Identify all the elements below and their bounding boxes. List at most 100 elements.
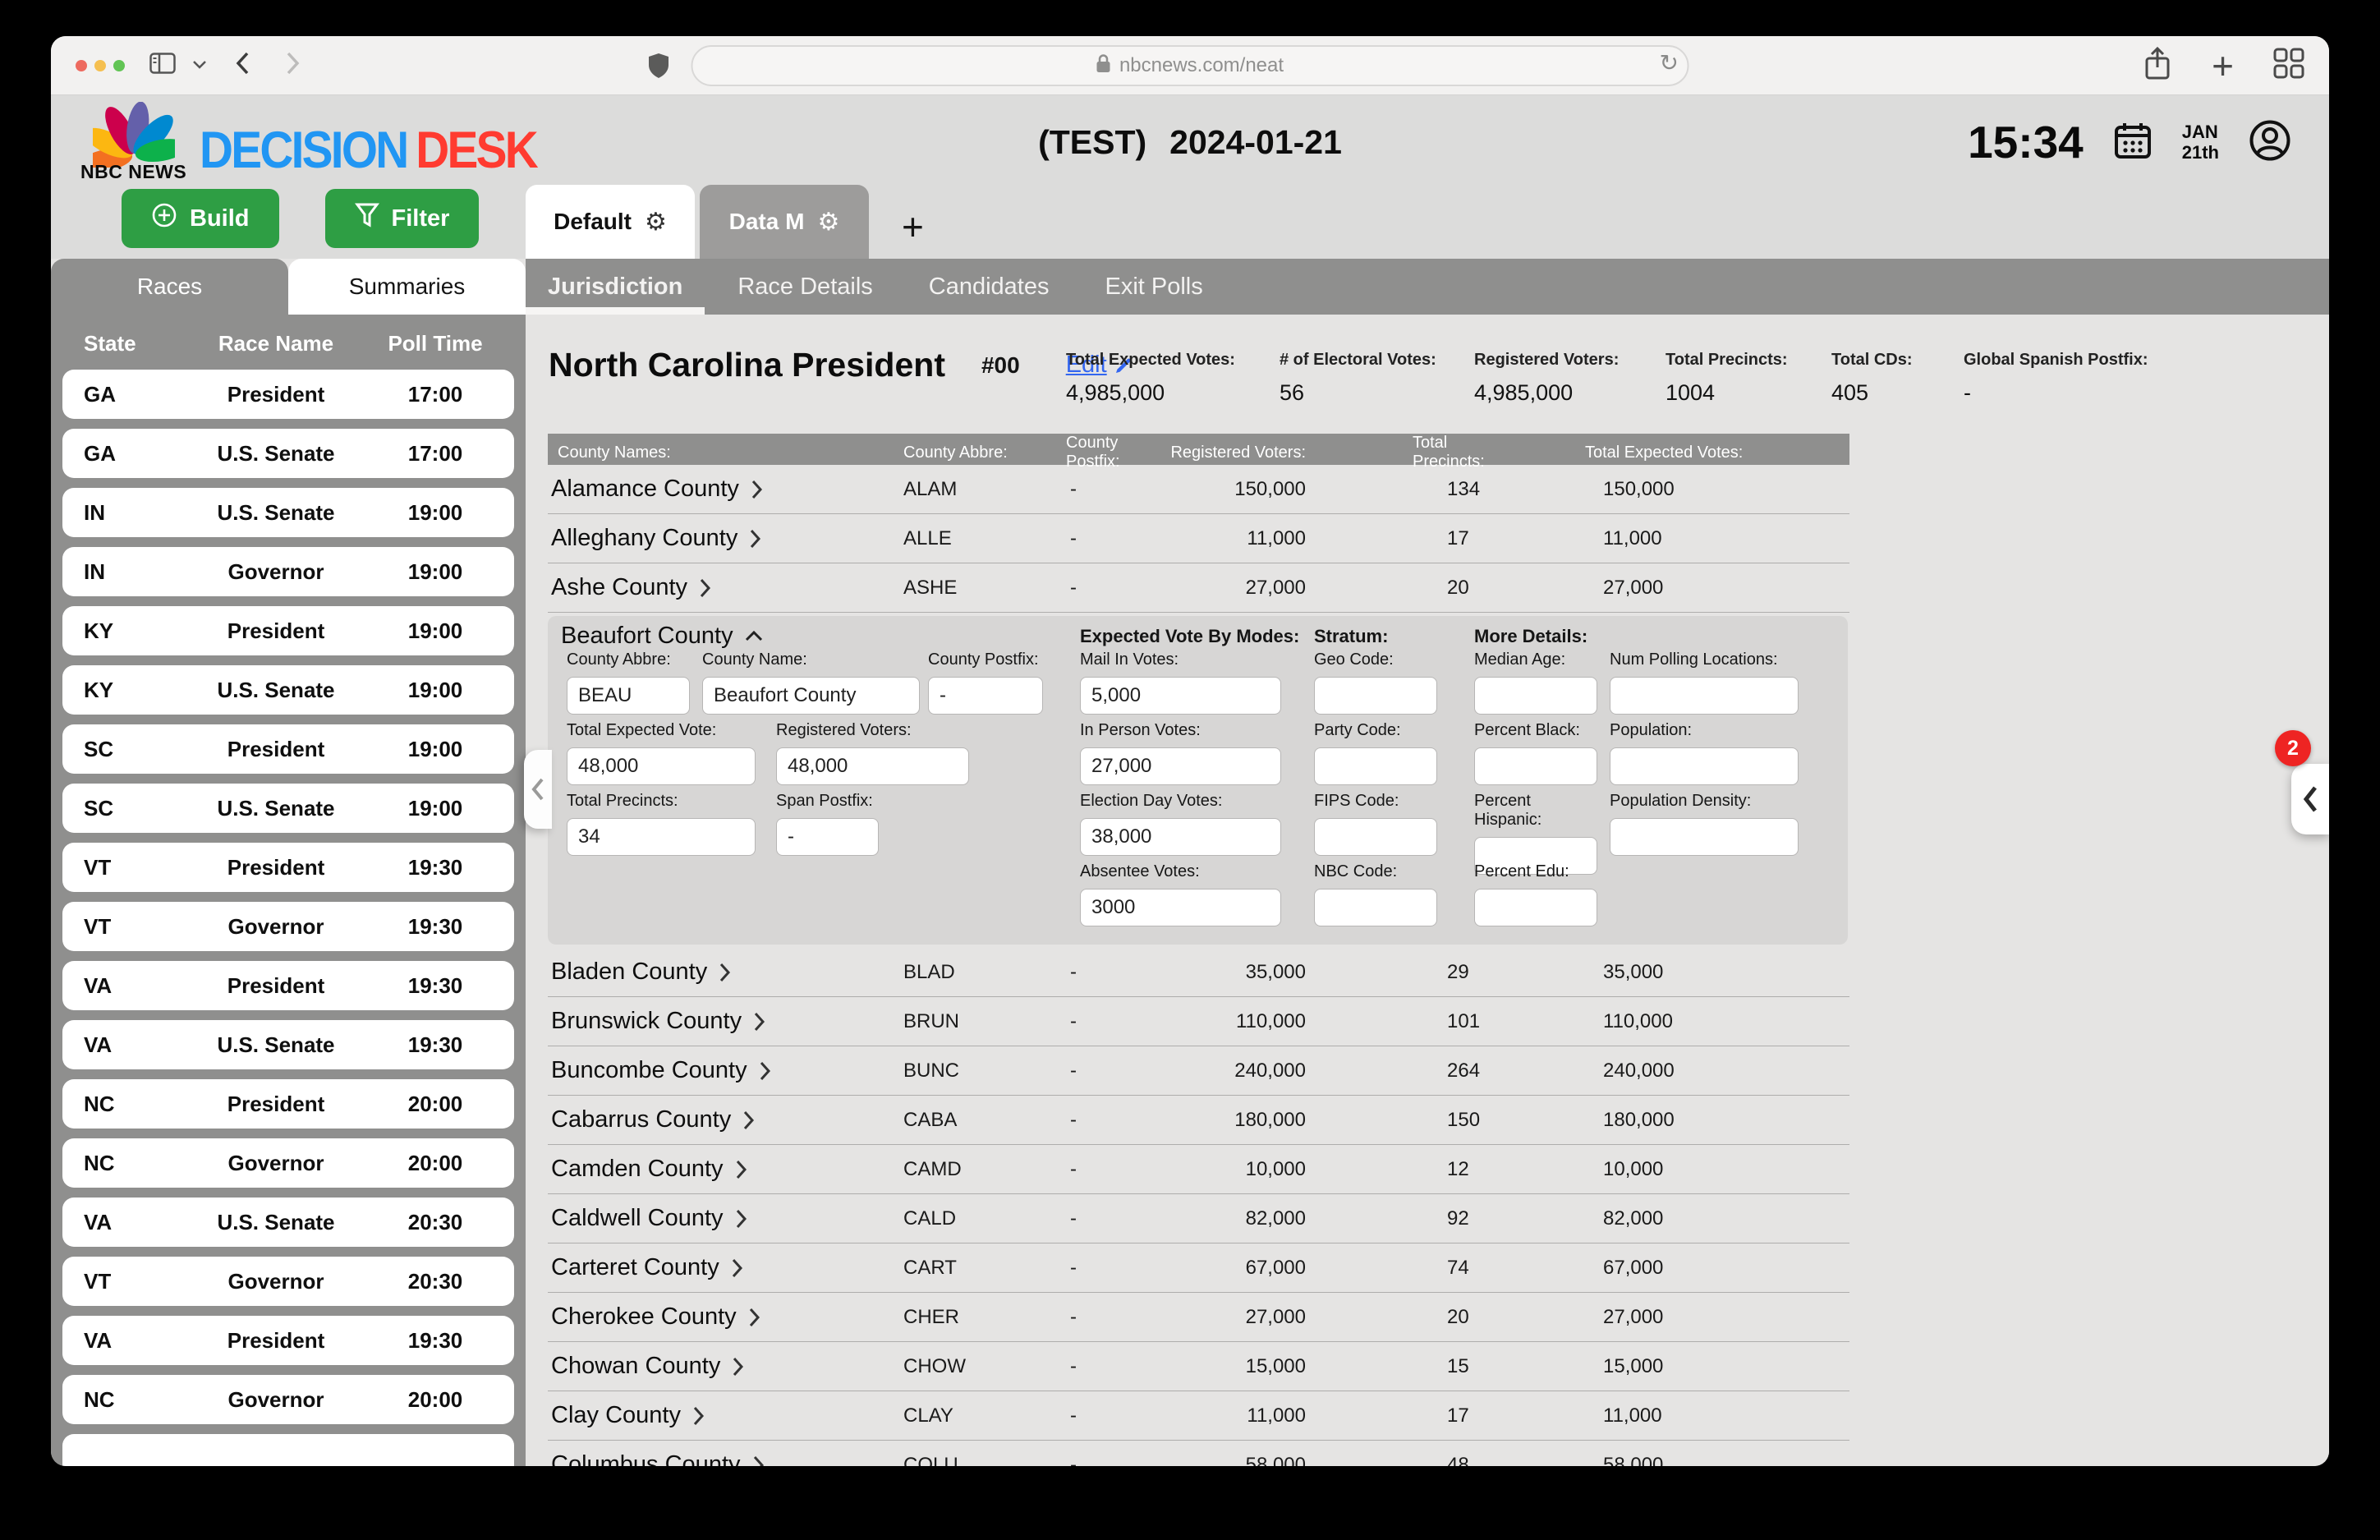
percent-black-input[interactable] [1474,747,1597,785]
share-icon[interactable] [2143,46,2172,85]
workspace-tab-data-m[interactable]: Data M ⚙ [700,185,869,259]
race-name: Governor [227,1386,324,1412]
county-abbre: CABA [903,1108,958,1131]
race-list-item[interactable]: GA President 17:00 [62,370,514,419]
workspace-tab-default[interactable]: Default ⚙ [526,185,695,259]
county-row[interactable]: Ashe County ASHE - 27,000 20 27,000 [548,563,1849,613]
county-row[interactable]: Caldwell County CALD - 82,000 92 82,000 [548,1194,1849,1243]
race-list-item[interactable]: VA U.S. Senate 20:30 [62,1198,514,1247]
county-row[interactable]: Carteret County CART - 67,000 74 67,000 [548,1243,1849,1293]
chevron-right-icon [751,480,762,499]
election-day-votes-input[interactable] [1080,818,1281,856]
nbc-code-input[interactable] [1314,889,1437,926]
absentee-votes-input[interactable] [1080,889,1281,926]
race-list-item[interactable]: GA U.S. Senate 17:00 [62,429,514,478]
race-list-item[interactable]: KY President 19:00 [62,606,514,655]
privacy-shield-icon[interactable] [648,53,669,83]
chevron-down-icon[interactable] [192,58,207,73]
race-list-item[interactable] [62,1434,514,1466]
collapse-sidebar-handle[interactable] [524,750,552,829]
population-input[interactable] [1610,747,1799,785]
county-name-input[interactable] [702,677,920,715]
total-expected-vote-input[interactable] [567,747,756,785]
sidebar-tab-races[interactable]: Races [51,259,288,315]
open-right-panel-handle[interactable] [2291,764,2329,834]
registered-voters-input[interactable] [776,747,969,785]
span-postfix-input[interactable] [776,818,879,856]
county-row[interactable]: Clay County CLAY - 11,000 17 11,000 [548,1391,1849,1441]
sidebar-tab-summaries[interactable]: Summaries [288,259,526,315]
race-list-item[interactable]: NC Governor 20:00 [62,1375,514,1424]
county-table-header: County Names: County Abbre: County Postf… [548,434,1849,471]
percent-hispanic-input[interactable] [1474,837,1597,875]
in-person-votes-input[interactable] [1080,747,1281,785]
county-row[interactable]: Camden County CAMD - 10,000 12 10,000 [548,1145,1849,1194]
county-row[interactable]: Chowan County CHOW - 15,000 15 15,000 [548,1342,1849,1391]
race-list-item[interactable]: VT President 19:30 [62,843,514,892]
race-list-item[interactable]: IN Governor 19:00 [62,547,514,596]
notification-badge[interactable]: 2 [2275,730,2311,766]
race-list-item[interactable]: VT Governor 19:30 [62,902,514,951]
tab-exit-polls[interactable]: Exit Polls [1105,273,1203,300]
num-polling-locations-input[interactable] [1610,677,1799,715]
party-code-input[interactable] [1314,747,1437,785]
minimize-window-button[interactable] [94,59,106,71]
sidebar-toggle-icon[interactable] [149,53,176,78]
calendar-icon[interactable] [2113,121,2153,164]
fips-code-input[interactable] [1314,818,1437,856]
tab-race-details[interactable]: Race Details [737,273,873,300]
race-list-item[interactable]: VA U.S. Senate 19:30 [62,1020,514,1069]
tab-settings-gear-icon[interactable]: ⚙ [645,207,667,237]
edit-race-link[interactable]: Edit [1066,352,1133,379]
population-density-input[interactable] [1610,818,1799,856]
expanded-county-title[interactable]: Beaufort County [561,623,763,650]
county-row[interactable]: Bladen County BLAD - 35,000 29 35,000 [548,948,1849,997]
filter-button[interactable]: Filter [324,189,480,248]
tab-candidates[interactable]: Candidates [928,273,1050,300]
race-list-item[interactable]: NC President 20:00 [62,1079,514,1129]
county-abbre-input[interactable] [567,677,690,715]
race-poll-time: 19:00 [407,677,463,702]
back-icon[interactable] [235,51,250,80]
tab-settings-gear-icon[interactable]: ⚙ [817,207,840,237]
county-registered: 150,000 [1234,477,1306,500]
add-workspace-tab-button[interactable]: + [902,205,924,248]
race-list-item[interactable]: IN U.S. Senate 19:00 [62,488,514,537]
race-list-item[interactable]: NC Governor 20:00 [62,1138,514,1188]
tab-overview-icon[interactable] [2273,48,2304,83]
build-button[interactable]: Build [122,189,279,248]
stat-total-cds: Total CDs: 405 [1831,351,1913,405]
race-list-item[interactable]: VA President 19:30 [62,1316,514,1365]
median-age-input[interactable] [1474,677,1597,715]
geo-code-input[interactable] [1314,677,1437,715]
account-icon[interactable] [2249,119,2291,166]
tab-jurisdiction[interactable]: Jurisdiction [526,259,705,315]
county-expected: 180,000 [1603,1108,1675,1131]
address-bar[interactable]: nbcnews.com/neat [691,45,1689,86]
field-registered-voters: Registered Voters: [776,721,969,785]
county-row[interactable]: Columbus County COLU - 58,000 48 58,000 [548,1441,1849,1466]
race-list-item[interactable]: VA President 19:30 [62,961,514,1010]
county-row[interactable]: Cabarrus County CABA - 180,000 150 180,0… [548,1096,1849,1145]
percent-edu-input[interactable] [1474,889,1597,926]
close-window-button[interactable] [76,59,87,71]
reload-icon[interactable]: ↻ [1659,50,1679,76]
new-tab-icon[interactable]: + [2212,44,2234,87]
stat-electoral-votes: # of Electoral Votes: 56 [1280,351,1436,405]
county-postfix-input[interactable] [928,677,1043,715]
county-row[interactable]: Alleghany County ALLE - 11,000 17 11,000 [548,514,1849,563]
county-row[interactable]: Cherokee County CHER - 27,000 20 27,000 [548,1293,1849,1342]
race-list-item[interactable]: SC President 19:00 [62,724,514,774]
county-row[interactable]: Brunswick County BRUN - 110,000 101 110,… [548,997,1849,1046]
race-list-item[interactable]: SC U.S. Senate 19:00 [62,784,514,833]
mail-in-votes-input[interactable] [1080,677,1281,715]
county-row[interactable]: Buncombe County BUNC - 240,000 264 240,0… [548,1046,1849,1096]
zoom-window-button[interactable] [113,59,125,71]
county-row[interactable]: Alamance County ALAM - 150,000 134 150,0… [548,465,1849,514]
county-expected: 15,000 [1603,1354,1664,1377]
race-poll-time: 19:00 [407,795,463,821]
total-precincts-input[interactable] [567,818,756,856]
race-list-item[interactable]: KY U.S. Senate 19:00 [62,665,514,715]
race-list-item[interactable]: VT Governor 20:30 [62,1257,514,1306]
forward-icon[interactable] [286,51,301,80]
